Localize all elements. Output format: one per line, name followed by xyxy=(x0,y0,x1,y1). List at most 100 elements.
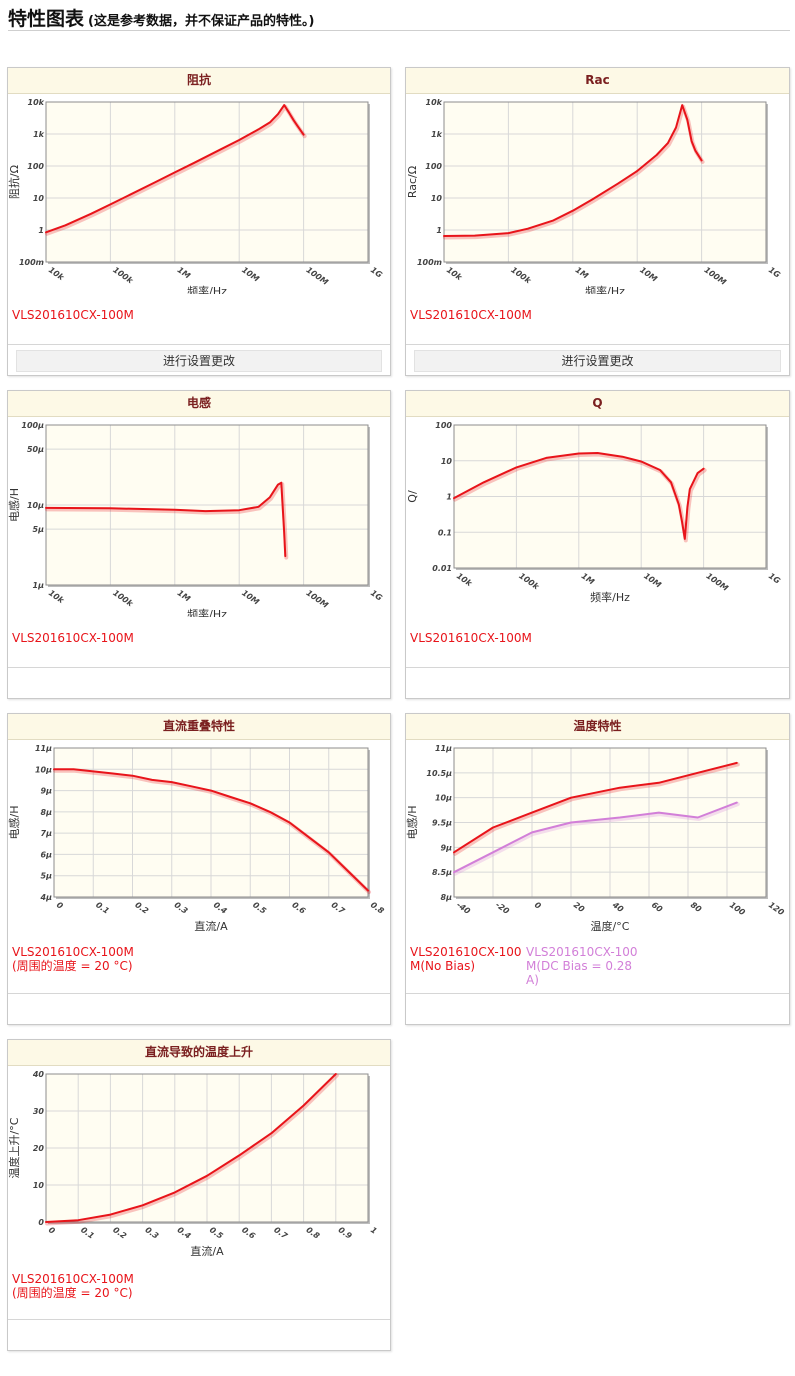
x-axis-label: 温度/°C xyxy=(591,919,630,933)
chart-panel-q: Q 10k 100k 1M 10M 100M 1G 0.01 0.1 1 10 100 频率/Hz Q/V… xyxy=(405,390,790,699)
chart-svg: 10k 100k 1M 10M 100M 1G 100m 1 10 100 1k 10k 频率/Hz 阻抗… xyxy=(8,98,384,294)
plot-area xyxy=(443,101,767,263)
x-tick-label: 1 xyxy=(369,1225,379,1236)
x-tick-label: 0 xyxy=(533,900,543,911)
chart-title: Q xyxy=(406,391,789,417)
y-tick-label: 0.01 xyxy=(432,564,452,573)
chart-panel-impedance: 阻抗 10k 100k 1M 10M 100M 1G 100m 1 10 100 1k 10k 频率/Hz… xyxy=(7,67,391,376)
x-tick-label: 1M xyxy=(176,265,192,280)
x-tick-label: 1G xyxy=(767,571,782,586)
x-tick-label: 0.3 xyxy=(173,900,190,916)
x-tick-label: 120 xyxy=(767,900,786,917)
y-axis-label: 阻抗/Ω xyxy=(8,165,21,199)
chart-legend: VLS201610CX-100M (周围的温度 = 20 °C) xyxy=(12,1272,134,1300)
chart-legend: VLS201610CX-100M xyxy=(12,631,134,645)
panel-footer xyxy=(8,1319,390,1350)
y-tick-label: 1k xyxy=(33,130,45,139)
page-title: 特性图表 xyxy=(8,8,85,30)
y-tick-label: 11μ xyxy=(435,744,452,753)
plot-border xyxy=(53,747,369,898)
x-tick-label: 0.7 xyxy=(330,900,347,916)
x-tick-label: 0.6 xyxy=(240,1225,257,1241)
y-tick-label: 10.5μ xyxy=(426,769,452,778)
y-tick-label: 4μ xyxy=(40,893,53,902)
chart-svg: 10k 100k 1M 10M 100M 1G 1μ 5μ 10μ 50μ 100μ 频率/Hz 电感/… xyxy=(8,421,384,617)
x-tick-label: 0.6 xyxy=(290,900,307,916)
settings-button[interactable]: 进行设置更改 xyxy=(414,350,781,372)
series-line-shadow xyxy=(453,762,740,856)
series-line xyxy=(453,452,705,540)
x-tick-label: 1M xyxy=(580,571,596,586)
legend-item: VLS201610CX-100M(No Bias) xyxy=(410,945,522,973)
series-line xyxy=(453,761,738,854)
x-tick-label: 100k xyxy=(111,588,135,608)
chart-panel-temperature: 温度特性 -40 -20 0 20 40 60 80 100 120 8μ 8.5μ 9μ 9.5μ 10μ… xyxy=(405,713,790,1025)
chart-title: 直流导致的温度上升 xyxy=(8,1040,390,1066)
y-tick-label: 1μ xyxy=(33,581,45,590)
x-tick-label: 0.8 xyxy=(369,900,386,916)
plot-border xyxy=(45,1073,369,1223)
x-tick-label: 1G xyxy=(767,265,782,280)
x-tick-label: 10k xyxy=(455,571,474,588)
y-tick-label: 8.5μ xyxy=(432,868,452,877)
plot-border xyxy=(45,101,369,263)
chart-panel-rac: Rac 10k 100k 1M 10M 100M 1G 100m 1 10 100 1k 10k 频率/H… xyxy=(405,67,790,376)
y-tick-label: 100 xyxy=(425,162,442,171)
y-tick-label: 10μ xyxy=(27,501,44,510)
y-tick-label: 9μ xyxy=(441,843,453,852)
y-tick-label: 10μ xyxy=(435,794,452,803)
plot-border xyxy=(45,424,369,586)
y-axis-label: Rac/Ω xyxy=(406,166,419,198)
x-axis-label: 频率/Hz xyxy=(187,284,227,294)
x-tick-label: 0.2 xyxy=(111,1225,128,1241)
x-tick-label: 10k xyxy=(47,265,66,282)
y-tick-label: 10μ xyxy=(35,765,52,774)
y-tick-label: 10k xyxy=(426,98,443,107)
chart-title: 直流重叠特性 xyxy=(8,714,390,740)
y-tick-label: 11μ xyxy=(35,744,52,753)
x-tick-label: 0.5 xyxy=(251,900,268,916)
y-tick-label: 6μ xyxy=(41,850,53,859)
legend-item: VLS201610CX-100M xyxy=(12,308,134,322)
y-tick-label: 10 xyxy=(33,194,45,203)
series-line xyxy=(53,768,369,892)
legend-item: VLS201610CX-100M xyxy=(12,631,134,645)
page-subtitle: (这是参考数据，并不保证产品的特性。) xyxy=(88,14,315,29)
page-header: 特性图表 (这是参考数据，并不保证产品的特性。) xyxy=(8,4,790,31)
x-tick-label: 0 xyxy=(47,1225,57,1236)
x-axis-label: 频率/Hz xyxy=(187,607,227,617)
y-tick-label: 100 xyxy=(435,421,452,430)
x-tick-label: 0.3 xyxy=(143,1225,160,1241)
legend-item: VLS201610CX-100M (周围的温度 = 20 °C) xyxy=(12,945,134,973)
chart-legend: VLS201610CX-100M xyxy=(12,308,134,322)
series-line xyxy=(453,801,738,874)
panel-footer xyxy=(8,993,390,1024)
chart-panel-temperature-rise: 直流导致的温度上升 0 0.1 0.2 0.3 0.4 0.5 0.6 0.7 0.8 0.9 1 0 1… xyxy=(7,1039,391,1351)
y-tick-label: 30 xyxy=(33,1107,45,1116)
legend-item: VLS201610CX-100M xyxy=(410,308,532,322)
settings-button[interactable]: 进行设置更改 xyxy=(16,350,382,372)
y-axis-label: 温度上升/°C xyxy=(8,1117,21,1178)
plot-border xyxy=(443,101,767,263)
chart-legend: VLS201610CX-100M(No Bias)VLS201610CX-100… xyxy=(410,945,642,987)
x-tick-label: 100k xyxy=(517,571,541,591)
x-tick-label: 0 xyxy=(55,900,65,911)
y-tick-label: 50μ xyxy=(27,445,44,454)
x-tick-label: 0.7 xyxy=(272,1225,289,1241)
series-line xyxy=(45,1073,337,1223)
y-tick-label: 10k xyxy=(28,98,45,107)
panel-footer xyxy=(406,667,789,698)
panel-footer xyxy=(406,993,789,1024)
x-tick-label: 100M xyxy=(702,265,727,287)
legend-item: VLS201610CX-100M (周围的温度 = 20 °C) xyxy=(12,1272,134,1300)
y-tick-label: 8μ xyxy=(441,893,453,902)
y-tick-label: 5μ xyxy=(33,525,45,534)
y-tick-label: 20 xyxy=(33,1144,45,1153)
y-tick-label: 0 xyxy=(38,1218,44,1227)
y-tick-label: 7μ xyxy=(41,829,53,838)
x-tick-label: 0.8 xyxy=(304,1225,321,1241)
plot-border xyxy=(453,747,767,898)
chart-svg: 0 0.1 0.2 0.3 0.4 0.5 0.6 0.7 0.8 0.9 1010203040直流… xyxy=(8,1070,379,1258)
x-tick-label: 0.4 xyxy=(176,1225,193,1241)
y-tick-label: 100μ xyxy=(21,421,44,430)
